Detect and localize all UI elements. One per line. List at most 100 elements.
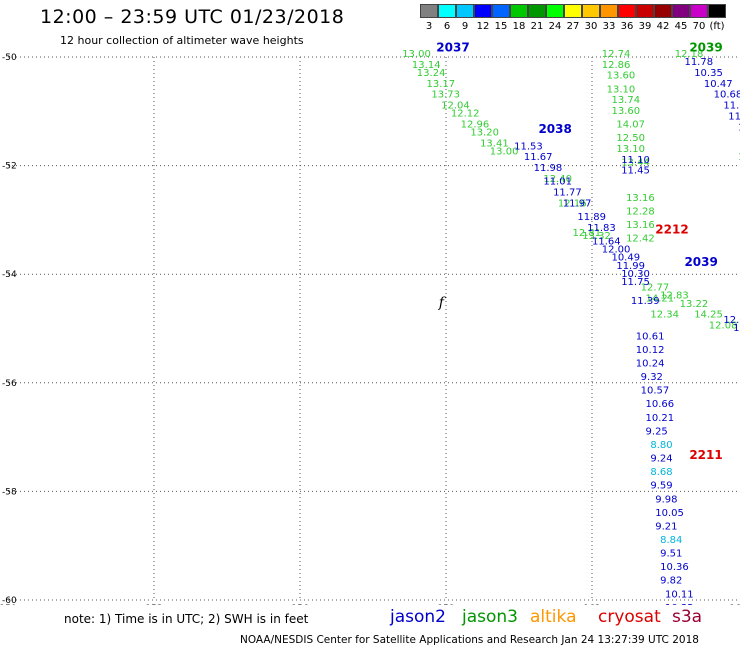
x-tick-label: 156 xyxy=(291,604,308,605)
x-tick-label: 165 xyxy=(729,604,740,605)
data-label: 12.34 xyxy=(650,310,679,321)
data-label: 13.24 xyxy=(417,68,446,79)
data-label: 12.08 xyxy=(709,321,738,332)
pass-label: 2211 xyxy=(689,448,722,462)
data-label: 11.53 xyxy=(514,141,543,152)
data-label: 12.81 xyxy=(573,228,602,239)
data-label: 12.04 xyxy=(441,101,470,112)
data-label: 11.99 xyxy=(616,261,645,272)
data-label: 12.86 xyxy=(602,60,631,71)
data-label: 13.74 xyxy=(611,95,640,106)
scale-swatch xyxy=(708,4,726,18)
scale-label: 42 xyxy=(656,21,670,32)
y-tick-label: -52 xyxy=(2,162,17,172)
scale-swatch xyxy=(618,4,636,18)
data-label: 12.96 xyxy=(461,120,490,131)
data-label: 8.84 xyxy=(660,535,682,546)
scale-swatch xyxy=(654,4,672,18)
scale-swatch xyxy=(456,4,474,18)
data-label: 11.10 xyxy=(621,155,650,166)
data-label: 13.16 xyxy=(626,220,655,231)
scale-swatch xyxy=(420,4,438,18)
data-label: 10.30 xyxy=(621,269,650,280)
x-tick-label: 159 xyxy=(437,604,454,605)
y-tick-label: -50 xyxy=(2,53,17,63)
data-label: 11.45 xyxy=(621,166,650,177)
x-tick-label: 153 xyxy=(145,604,162,605)
scale-swatch xyxy=(564,4,582,18)
y-tick-label: -58 xyxy=(2,487,17,497)
data-label: 10.95 xyxy=(733,323,740,334)
scale-swatch xyxy=(474,4,492,18)
credit-line: NOAA/NESDIS Center for Satellite Applica… xyxy=(240,634,699,646)
y-tick-label: -56 xyxy=(2,379,17,389)
data-label: 10.68 xyxy=(714,90,740,101)
data-label: 12.40 xyxy=(543,174,572,185)
pass-label: 2037 xyxy=(436,41,469,55)
data-label: 10.61 xyxy=(636,331,665,342)
data-label: 12.16 xyxy=(558,198,587,209)
pass-label: 2039 xyxy=(684,255,717,269)
chart-title: 12:00 – 23:59 UTC 01/23/2018 xyxy=(40,6,345,28)
data-label: 13.44 xyxy=(621,158,650,169)
data-label: 10.32 xyxy=(665,603,694,605)
legend-item: s3a xyxy=(672,607,703,627)
y-tick-label: -60 xyxy=(2,596,17,605)
data-label: 10.21 xyxy=(646,413,675,424)
data-label: 13.60 xyxy=(611,106,640,117)
scale-label: 39 xyxy=(638,21,652,32)
data-label: 12.42 xyxy=(626,234,655,245)
scale-swatch xyxy=(528,4,546,18)
pass-label: 2039 xyxy=(689,41,722,55)
scale-label: 15 xyxy=(494,21,508,32)
data-label: 11.41 xyxy=(738,122,740,133)
data-label: 10.24 xyxy=(636,359,665,370)
scale-swatch xyxy=(438,4,456,18)
data-label: 14.21 xyxy=(646,293,675,304)
data-label: 11.75 xyxy=(621,277,650,288)
track-marker: f xyxy=(438,295,447,311)
y-tick-label: -54 xyxy=(2,270,17,280)
data-label: 9.51 xyxy=(660,549,682,560)
data-label: 9.25 xyxy=(646,426,668,437)
scale-swatch xyxy=(546,4,564,18)
data-label: 10.66 xyxy=(646,399,675,410)
data-label: 9.98 xyxy=(655,494,677,505)
data-label: 12.50 xyxy=(616,133,645,144)
data-label: 11.60 xyxy=(723,101,740,112)
data-label: 10.36 xyxy=(660,562,689,573)
data-label: 12.18 xyxy=(675,49,704,60)
scale-swatch xyxy=(510,4,528,18)
data-label: 14.25 xyxy=(694,310,723,321)
scale-label: 21 xyxy=(530,21,544,32)
scale-label: 3 xyxy=(425,21,433,32)
data-label: 9.24 xyxy=(650,454,672,465)
legend-item: jason3 xyxy=(462,607,518,627)
data-label: 13.41 xyxy=(480,139,509,150)
legend-item: altika xyxy=(530,607,577,627)
data-label: 13.73 xyxy=(431,90,460,101)
chart-subtitle: 12 hour collection of altimeter wave hei… xyxy=(60,34,304,47)
scale-label: 33 xyxy=(602,21,616,32)
data-label: 11.64 xyxy=(592,236,621,247)
data-label: 10.49 xyxy=(611,253,640,264)
data-label: 13.10 xyxy=(607,84,636,95)
data-label: 8.68 xyxy=(650,467,672,478)
scale-label: 45 xyxy=(674,21,688,32)
data-label: 12.28 xyxy=(626,206,655,217)
data-label: 14.07 xyxy=(616,120,645,131)
scale-swatch xyxy=(600,4,618,18)
data-label: 10.11 xyxy=(665,589,694,600)
scale-label: 24 xyxy=(548,21,562,32)
data-label: 13.14 xyxy=(412,60,441,71)
scale-label: (ft) xyxy=(709,21,725,32)
legend-note: note: 1) Time is in UTC; 2) SWH is in fe… xyxy=(64,612,309,626)
data-label: 12.77 xyxy=(641,282,670,293)
data-label: 11.83 xyxy=(587,223,616,234)
data-label: 9.82 xyxy=(660,576,682,587)
data-label: 10.57 xyxy=(641,386,670,397)
data-label: 13.17 xyxy=(427,79,456,90)
data-label: 13.16 xyxy=(626,193,655,204)
scale-swatch xyxy=(672,4,690,18)
data-label: 9.32 xyxy=(641,372,663,383)
